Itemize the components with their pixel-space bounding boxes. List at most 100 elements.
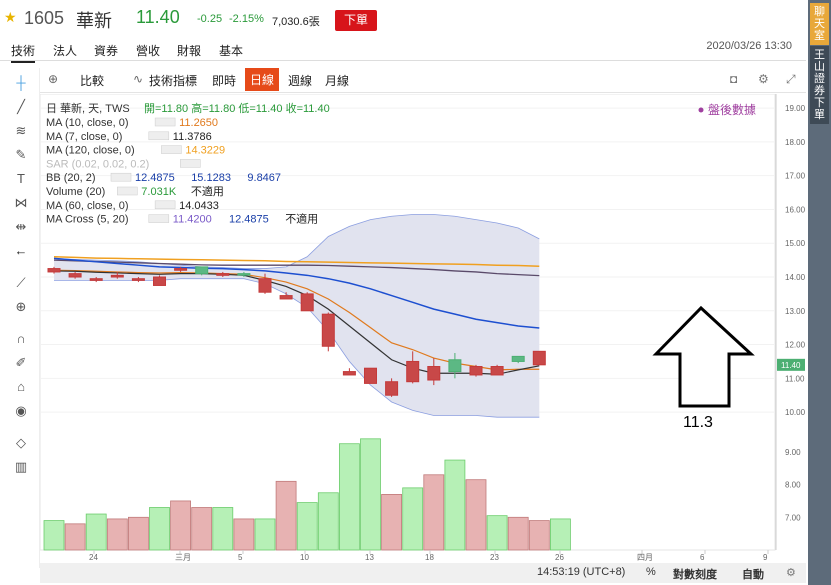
price-chart[interactable]: 19.00 18.00 17.00 16.00 15.00 14.00 13.00 12.00…: [40, 94, 806, 562]
auto-scale-button[interactable]: 自動: [742, 569, 764, 581]
candle-body: [89, 278, 103, 281]
brush-icon[interactable]: ✎: [15, 147, 27, 162]
percent-scale-button[interactable]: %: [646, 566, 656, 578]
up-arrow-annotation: [652, 305, 755, 408]
last-price-tag: 11.40: [781, 361, 801, 370]
legend-label: MA Cross (5, 20): [46, 214, 129, 226]
chatroom-tab[interactable]: 聊天室: [810, 3, 829, 45]
crosshair-icon[interactable]: ┼: [16, 75, 26, 90]
broker-order-tab[interactable]: 王山證券下單: [810, 46, 829, 124]
price-tick: 16.00: [785, 205, 806, 214]
trash-icon[interactable]: ▥: [14, 459, 28, 474]
tab-institutional[interactable]: 法人: [53, 44, 78, 58]
log-scale-button[interactable]: 對數刻度: [673, 569, 717, 581]
candle-body: [47, 268, 61, 273]
legend-controls: [117, 186, 138, 196]
tab-basic[interactable]: 基本: [219, 44, 244, 58]
price-tick: 18.00: [785, 138, 806, 147]
volume-bar: [254, 518, 276, 551]
server-time: 14:53:19 (UTC+8): [537, 566, 626, 578]
datetime: 2020/03/26 13:30: [706, 40, 792, 52]
drawing-tools-sidebar: ┼ ╱ ≋ ✎ T ⋈ ⇹ ← ⟋ ⊕ ∩ ✐ ⌂ ◉ ◇ ▥: [0, 68, 40, 568]
volume-bar: [317, 492, 339, 551]
magnet-icon[interactable]: ∩: [16, 331, 26, 346]
volume-bar: [85, 513, 107, 551]
daily-button[interactable]: 日線: [245, 68, 280, 91]
legend-label: Volume (20): [46, 186, 105, 198]
favorite-star-icon[interactable]: ★: [4, 9, 17, 25]
tab-technical[interactable]: 技術: [11, 42, 36, 63]
volume-bar: [381, 494, 403, 551]
ma120-line: [53, 255, 540, 267]
text-icon[interactable]: T: [17, 171, 25, 186]
x-tick-label: 5: [238, 553, 243, 562]
x-tick-label: 四月: [637, 553, 653, 562]
monthly-button[interactable]: 月線: [325, 74, 350, 88]
legend-title: 日 華新, 天, TWS: [46, 101, 130, 115]
camera-icon[interactable]: ◘: [730, 72, 738, 86]
realtime-button[interactable]: 即時: [212, 74, 237, 88]
stock-header: ★ 1605 華新 11.40 -0.25 -2.15% 7,030.6張 下單: [0, 0, 806, 40]
tab-margin[interactable]: 資券: [94, 44, 119, 58]
volume-bar: [486, 515, 508, 551]
pattern-icon[interactable]: ⋈: [14, 195, 28, 210]
lock-drawing-icon[interactable]: ✐: [15, 355, 27, 370]
order-button[interactable]: 下單: [335, 10, 377, 31]
x-tick-label: 6: [700, 553, 705, 562]
candle-body: [532, 350, 546, 366]
legend-controls: [154, 117, 176, 127]
volume-bar: [360, 438, 381, 551]
add-symbol-icon[interactable]: ⊕: [48, 72, 59, 86]
zoom-in-icon[interactable]: ⊕: [15, 299, 27, 314]
candle-body: [195, 266, 209, 275]
candle-body: [153, 276, 166, 286]
footer-settings-icon[interactable]: ⚙: [786, 567, 796, 579]
tab-financials[interactable]: 財報: [177, 44, 202, 58]
indicator-icon: ∿: [133, 72, 144, 86]
legend-controls: [154, 200, 176, 210]
x-tick-label: 24: [89, 553, 98, 562]
legend-label: MA (120, close, 0): [46, 145, 135, 157]
fib-icon[interactable]: ≋: [15, 123, 27, 138]
candle-body: [68, 273, 82, 278]
candle-body: [279, 295, 293, 300]
indicators-button[interactable]: 技術指標: [149, 74, 198, 88]
back-arrow-icon[interactable]: ←: [14, 243, 28, 258]
x-tick-label: 18: [425, 553, 434, 562]
gear-icon[interactable]: ⚙: [758, 72, 769, 86]
volume-bar: [43, 520, 65, 551]
volume-tick: 9.00: [785, 448, 801, 457]
fullscreen-icon[interactable]: ⤢: [786, 72, 796, 86]
volume-bar: [191, 507, 213, 551]
volume-bar: [507, 516, 529, 551]
candle-body: [258, 278, 272, 293]
price-tick: 13.00: [785, 307, 806, 316]
candle-body: [385, 381, 399, 396]
tab-revenue[interactable]: 營收: [136, 44, 161, 58]
candle-body: [321, 313, 335, 347]
legend-value: 9.8467: [247, 172, 281, 184]
compare-button[interactable]: 比較: [80, 72, 104, 89]
ma7-line: [53, 270, 540, 375]
volume-bar: [128, 516, 149, 551]
legend-value: 不適用: [191, 184, 224, 198]
volume-bar: [170, 500, 192, 551]
legend-value: 不適用: [285, 212, 318, 226]
layers-icon[interactable]: ◇: [16, 435, 26, 450]
x-tick-label: 10: [300, 553, 309, 562]
volume-bar: [106, 518, 128, 551]
volume-bar: [549, 518, 571, 551]
last-price-tag-bg: [777, 358, 805, 371]
eye-icon[interactable]: ◉: [15, 403, 27, 418]
candle-body: [174, 268, 188, 271]
ruler-icon[interactable]: ⟋: [16, 275, 26, 290]
legend-controls: [148, 131, 170, 141]
lock-icon[interactable]: ⌂: [17, 379, 25, 394]
trend-line-icon[interactable]: ╱: [17, 99, 25, 114]
weekly-button[interactable]: 週線: [288, 74, 313, 88]
stock-price: 11.40: [136, 7, 180, 27]
candle-body: [110, 274, 124, 278]
x-tick-label: 三月: [175, 553, 191, 562]
volume-tick: 7.00: [785, 513, 801, 522]
measure-icon[interactable]: ⇹: [15, 219, 27, 234]
